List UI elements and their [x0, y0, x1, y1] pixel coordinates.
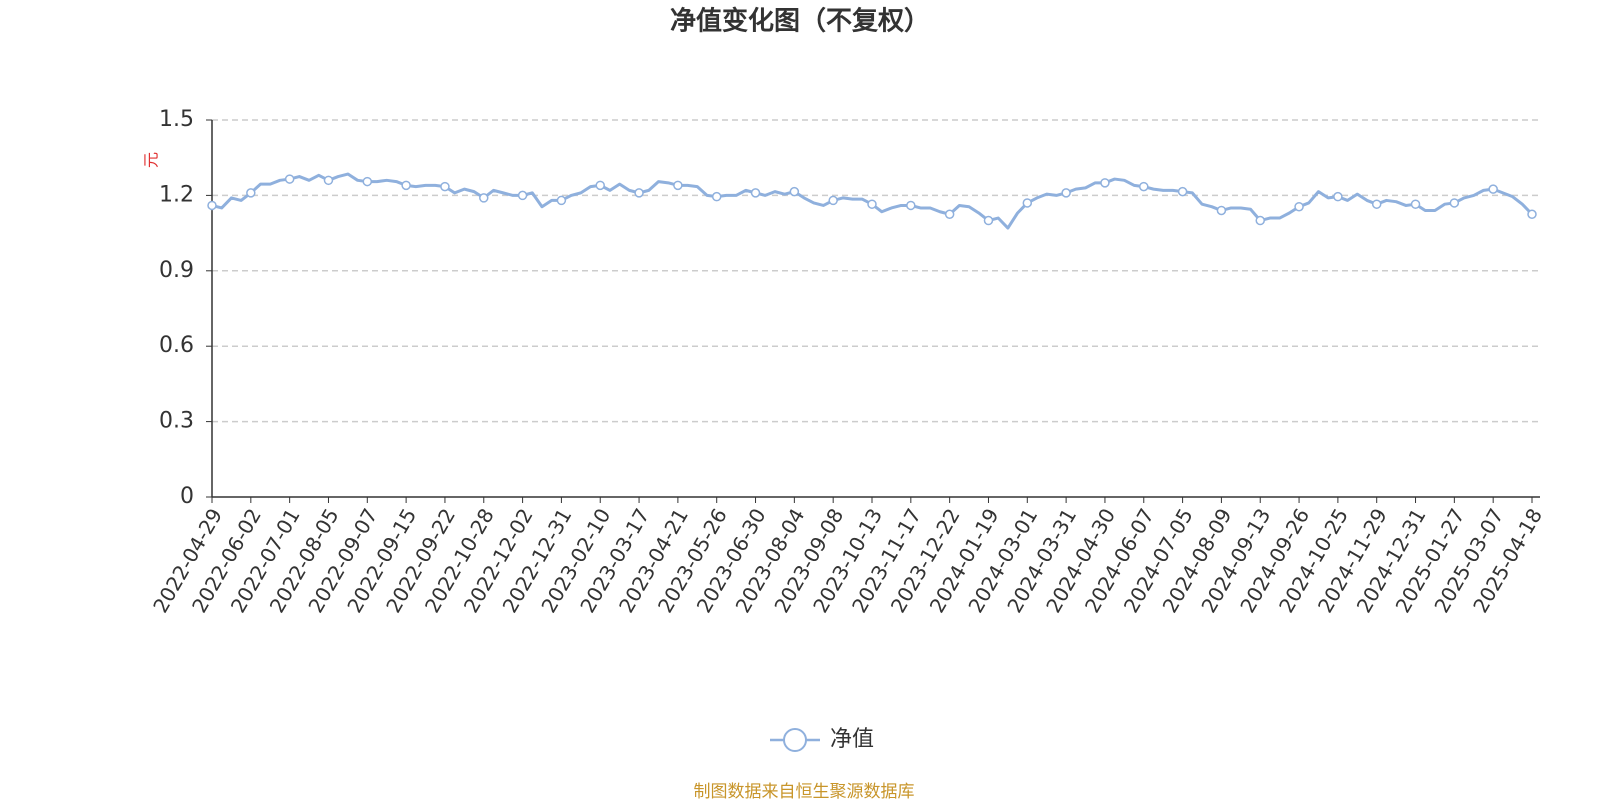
- point-marker: [1410, 199, 1421, 209]
- point-marker: [867, 199, 877, 209]
- point-marker: [1333, 191, 1343, 202]
- y-tick-label: 0: [180, 484, 194, 509]
- point-marker: [1255, 215, 1265, 226]
- point-marker: [556, 195, 567, 206]
- y-tick-label: 1.5: [159, 107, 194, 132]
- y-tick-label: 0.9: [159, 258, 194, 283]
- point-marker: [1488, 184, 1498, 194]
- point-marker: [440, 181, 450, 192]
- y-tick-label: 0.3: [159, 409, 194, 434]
- point-marker: [207, 200, 217, 211]
- y-axis-label: 元: [142, 152, 161, 168]
- source-note: 制图数据来自恒生聚源数据库: [694, 782, 915, 800]
- point-marker: [634, 188, 644, 198]
- point-marker: [284, 174, 295, 184]
- legend-label: 净值: [830, 727, 874, 752]
- point-marker: [983, 215, 994, 226]
- point-marker: [673, 180, 683, 191]
- point-marker: [479, 193, 489, 203]
- point-marker: [1100, 178, 1110, 188]
- point-marker: [323, 175, 334, 186]
- point-marker: [906, 200, 916, 211]
- point-marker: [1061, 188, 1071, 198]
- point-marker: [828, 195, 838, 206]
- y-tick-label: 0.6: [159, 333, 194, 358]
- point-marker: [1527, 209, 1537, 219]
- legend-marker: [783, 728, 807, 752]
- point-marker: [517, 190, 528, 201]
- y-tick-label: 1.2: [159, 182, 194, 207]
- point-marker: [362, 176, 373, 187]
- point-marker: [750, 188, 761, 198]
- chart-title: 净值变化图（不复权）: [670, 6, 930, 37]
- point-marker: [1294, 201, 1304, 212]
- point-marker: [246, 188, 256, 198]
- point-marker: [1139, 181, 1149, 192]
- point-marker: [595, 180, 605, 191]
- point-marker: [1371, 199, 1382, 209]
- point-marker: [1216, 205, 1227, 216]
- point-marker: [1022, 198, 1033, 208]
- point-marker: [1177, 186, 1188, 197]
- point-marker: [401, 180, 411, 191]
- point-marker: [1449, 198, 1460, 208]
- point-marker: [944, 209, 955, 219]
- point-marker: [789, 186, 800, 197]
- point-marker: [711, 191, 722, 202]
